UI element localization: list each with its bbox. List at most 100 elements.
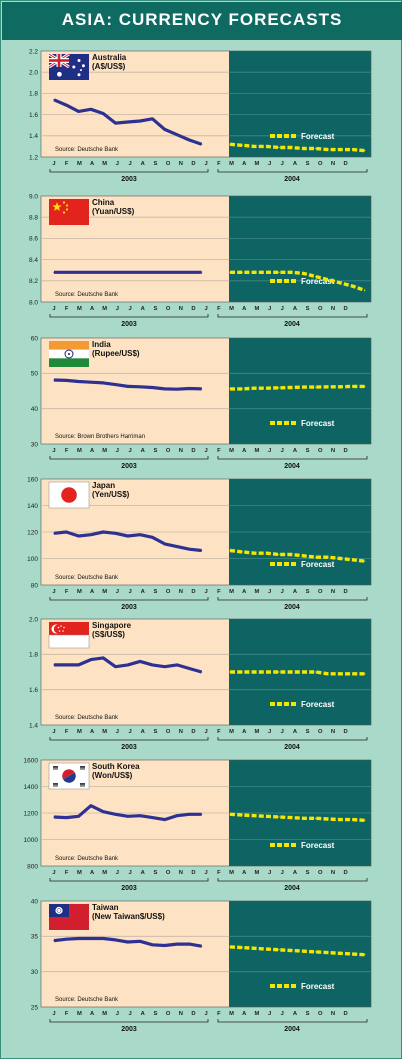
forecast-data-point (266, 948, 268, 950)
month-tick-label: J (268, 448, 271, 454)
actual-data-point (114, 271, 117, 273)
month-tick-label: F (65, 1011, 69, 1017)
forecast-data-point (327, 556, 329, 558)
month-tick-label: A (141, 1011, 146, 1017)
month-tick-label: J (205, 870, 208, 876)
month-tick-label: A (141, 448, 146, 454)
forecast-data-point (241, 551, 243, 553)
month-tick-label: M (229, 870, 234, 876)
month-tick-label: J (128, 306, 131, 312)
month-tick-label: D (191, 161, 195, 167)
actual-data-point (139, 386, 141, 388)
month-tick-label: J (52, 870, 55, 876)
month-tick-label: J (281, 306, 284, 312)
month-tick-label: N (179, 1011, 183, 1017)
y-tick-label: 1.6 (29, 687, 38, 694)
month-tick-label: M (77, 1011, 82, 1017)
forecast-data-point (315, 817, 317, 819)
chart-group: 2.0 1.8 1.6 1.4 Singapore(S$/US$) Source: Deu… (29, 616, 372, 751)
month-tick-label: F (217, 306, 221, 312)
month-tick-label: D (191, 306, 195, 312)
forecast-series-line (229, 548, 365, 563)
forecast-data-point (327, 148, 329, 151)
forecast-data-point (351, 148, 354, 151)
actual-data-point (176, 388, 178, 390)
year-bracket-2004 (217, 737, 368, 741)
year-label: 2003 (121, 885, 137, 892)
month-tick-label: A (141, 589, 146, 595)
month-tick-label: F (65, 870, 69, 876)
y-tick-label: 1.8 (29, 91, 38, 98)
plot-border (40, 50, 372, 158)
chart-group: 40 35 30 25 Taiwan(New Taiwan$/US$) Source: D… (31, 898, 372, 1033)
actual-data-point (102, 657, 104, 659)
month-tick-label: M (254, 306, 259, 312)
y-tick-label: 9.0 (29, 193, 38, 200)
month-tick-label: D (191, 448, 195, 454)
month-tick-label: A (293, 306, 298, 312)
forecast-data-point (290, 271, 292, 273)
actual-data-point (114, 532, 117, 534)
month-tick-label: F (65, 589, 69, 595)
forecast-data-point (315, 671, 317, 673)
forecast-data-point (364, 385, 366, 388)
actual-data-point (127, 535, 129, 537)
forecast-data-point (253, 271, 256, 273)
source-note: Source: Brown Brothers Harriman (55, 434, 145, 440)
forecast-data-point (351, 673, 354, 675)
forecast-data-point (253, 671, 256, 673)
month-tick-label: J (116, 870, 119, 876)
month-tick-label: D (344, 589, 348, 595)
forecast-data-point (302, 817, 305, 819)
actual-data-point (53, 99, 55, 101)
month-tick-label: M (77, 161, 82, 167)
page-title: ASIA: CURRENCY FORECASTS (61, 10, 343, 29)
month-tick-label: F (65, 306, 69, 312)
month-tick-label: F (217, 1011, 221, 1017)
actual-data-point (151, 386, 153, 389)
month-tick-label: D (344, 448, 348, 454)
year-bracket-2003 (49, 1019, 209, 1023)
forecast-data-point (364, 819, 366, 821)
actual-data-point (151, 944, 153, 946)
forecast-legend-label: Forecast (301, 982, 335, 991)
actual-data-point (65, 379, 67, 381)
y-tick-label: 1.4 (29, 722, 38, 729)
forecast-data-point (290, 386, 292, 389)
month-tick-label: S (306, 729, 310, 735)
month-tick-label: J (128, 161, 131, 167)
forecast-data-point (229, 388, 231, 390)
month-tick-label: M (102, 306, 107, 312)
month-tick-label: S (154, 1011, 158, 1017)
month-tick-label: D (191, 1011, 195, 1017)
forecast-data-point (229, 549, 231, 552)
actual-data-point (201, 813, 203, 815)
y-tick-label: 8.2 (29, 278, 38, 285)
forecast-data-point (339, 952, 341, 954)
forecast-data-point (266, 552, 268, 554)
actual-data-point (53, 664, 55, 666)
month-tick-label: A (90, 306, 95, 312)
y-tick-label: 8.4 (29, 257, 38, 264)
month-tick-label: A (293, 870, 298, 876)
actual-data-point (53, 271, 55, 273)
forecast-data-point (241, 271, 243, 273)
actual-data-point (90, 108, 92, 110)
forecast-data-point (266, 145, 268, 147)
forecast-legend-label: Forecast (301, 841, 335, 850)
month-tick-label: F (65, 729, 69, 735)
year-label: 2004 (284, 321, 300, 328)
currency-unit: (A$/US$) (92, 62, 126, 71)
actual-data-point (188, 667, 190, 670)
month-tick-label: A (141, 729, 146, 735)
month-tick-label: S (306, 161, 310, 167)
year-bracket-2004 (217, 1019, 368, 1023)
y-tick-label: 30 (31, 969, 39, 976)
month-tick-label: N (179, 870, 183, 876)
forecast-data-point (290, 817, 292, 819)
actual-data-point (78, 815, 80, 817)
actual-data-point (114, 122, 117, 124)
y-tick-label: 1.4 (29, 133, 38, 140)
actual-data-point (127, 815, 129, 817)
forecast-data-point (278, 949, 280, 951)
